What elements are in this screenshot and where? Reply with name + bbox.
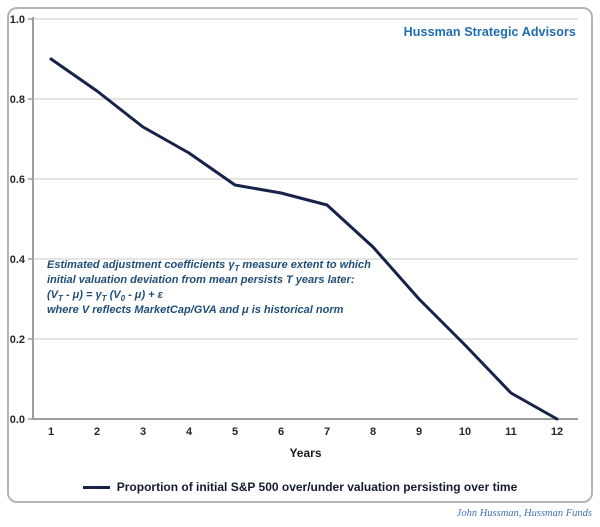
x-tick-label: 1	[48, 426, 54, 438]
x-tick-label: 12	[551, 426, 563, 438]
annotation-line: (VT - μ) = γT (V0 - μ) + ε	[47, 289, 163, 304]
chart-frame: 0.0 0.2 0.4 0.6 0.8 1.0 1 2 3 4 5 6 7 8 9 10 11 12 Hussma…	[7, 7, 593, 503]
annotation-line: where V reflects MarketCap/GVA and μ is …	[47, 304, 344, 316]
x-tick-label: 10	[459, 426, 471, 438]
legend-label: Proportion of initial S&P 500 over/under…	[116, 480, 518, 494]
x-tick-label: 3	[140, 426, 146, 438]
chart-title: Hussman Strategic Advisors	[403, 25, 576, 39]
x-tick-label: 7	[324, 426, 330, 438]
y-tick-label: 0.8	[10, 94, 25, 106]
x-tick-label: 9	[416, 426, 422, 438]
annotation-text: Estimated adjustment coefficients γT mea…	[47, 258, 371, 318]
annotation-line: Estimated adjustment coefficients γT mea…	[47, 259, 371, 274]
x-tick-label: 4	[186, 426, 193, 438]
data-line	[49, 57, 559, 421]
x-tick-label: 2	[94, 426, 100, 438]
y-tick-label: 0.0	[10, 414, 25, 426]
x-tick-label: 5	[232, 426, 238, 438]
y-tick-label: 0.4	[10, 254, 26, 266]
y-tick-label: 1.0	[10, 14, 25, 26]
y-tick-label: 0.6	[10, 174, 25, 186]
legend-line-swatch	[82, 485, 110, 489]
legend: Proportion of initial S&P 500 over/under…	[9, 480, 591, 494]
chart-plot: 0.00.20.40.60.81.01 2 3 4 5 6 7 8 9 10 11 12	[10, 14, 578, 438]
x-tick-label: 6	[278, 426, 284, 438]
x-tick-label: 8	[370, 426, 376, 438]
x-axis-title: Years	[289, 446, 322, 460]
attribution: John Hussman, Hussman Funds	[456, 508, 592, 519]
y-tick-label: 0.2	[10, 334, 25, 346]
x-tick-label: 11	[505, 426, 517, 438]
annotation-line: initial valuation deviation from mean pe…	[47, 274, 355, 286]
